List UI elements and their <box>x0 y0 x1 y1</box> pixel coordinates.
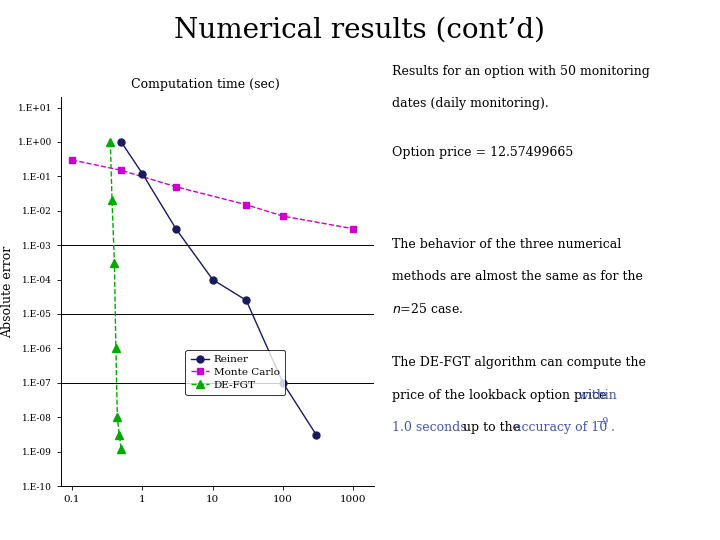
Reiner <box>171 226 180 232</box>
Reiner <box>242 297 251 303</box>
DE-FGT <box>113 414 122 421</box>
Line: Reiner: Reiner <box>118 138 320 438</box>
Text: within: within <box>578 389 618 402</box>
Text: Option price = 12.57499665: Option price = 12.57499665 <box>392 146 574 159</box>
DE-FGT <box>106 139 114 145</box>
Monte Carlo <box>171 184 180 190</box>
Text: −9: −9 <box>595 417 608 426</box>
Text: up to the: up to the <box>459 421 523 434</box>
Text: dates (daily monitoring).: dates (daily monitoring). <box>392 97 549 110</box>
Reiner <box>279 380 287 386</box>
DE-FGT <box>110 260 119 266</box>
DE-FGT <box>112 345 120 352</box>
DE-FGT <box>115 432 124 438</box>
Monte Carlo <box>279 213 287 219</box>
Text: The DE-FGT algorithm can compute the: The DE-FGT algorithm can compute the <box>392 356 647 369</box>
Y-axis label: Absolute error: Absolute error <box>1 246 14 338</box>
Text: 1.0 seconds: 1.0 seconds <box>392 421 467 434</box>
DE-FGT <box>117 446 125 452</box>
Monte Carlo <box>117 167 125 173</box>
Monte Carlo <box>349 226 358 232</box>
Text: The behavior of the three numerical: The behavior of the three numerical <box>392 238 621 251</box>
Text: $n$=25 case.: $n$=25 case. <box>392 302 464 316</box>
Text: Computation time (sec): Computation time (sec) <box>131 78 279 91</box>
Text: Numerical results (cont’d): Numerical results (cont’d) <box>174 16 546 43</box>
Reiner <box>138 171 147 177</box>
Reiner <box>208 276 217 283</box>
Text: price of the lookback option price: price of the lookback option price <box>392 389 611 402</box>
Reiner <box>312 432 321 438</box>
Line: DE-FGT: DE-FGT <box>106 138 125 453</box>
Monte Carlo <box>68 157 76 163</box>
Monte Carlo <box>242 201 251 208</box>
Line: Monte Carlo: Monte Carlo <box>68 157 356 232</box>
Text: accuracy of 10: accuracy of 10 <box>514 421 608 434</box>
Text: Results for an option with 50 monitoring: Results for an option with 50 monitoring <box>392 65 650 78</box>
DE-FGT <box>108 197 117 204</box>
Text: methods are almost the same as for the: methods are almost the same as for the <box>392 270 643 283</box>
Legend: Reiner, Monte Carlo, DE-FGT: Reiner, Monte Carlo, DE-FGT <box>186 350 284 395</box>
Reiner <box>117 139 125 145</box>
Text: .: . <box>611 421 615 434</box>
